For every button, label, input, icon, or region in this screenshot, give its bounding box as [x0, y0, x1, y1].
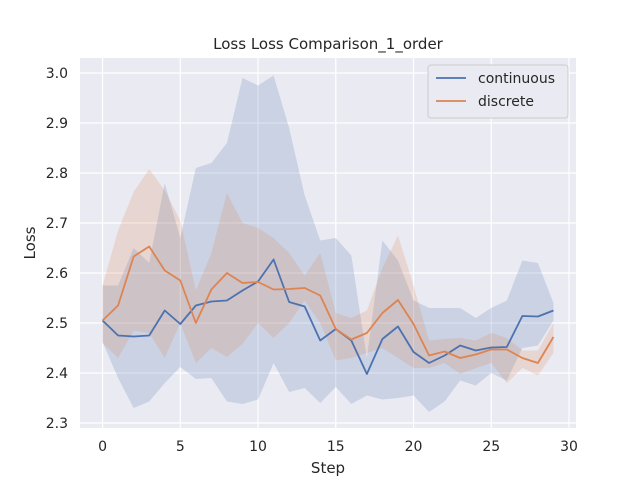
- legend-label-discrete: discrete: [478, 94, 534, 110]
- legend-label-continuous: continuous: [478, 71, 555, 87]
- y-tick-label: 2.8: [46, 166, 68, 182]
- x-tick-label: 30: [560, 439, 578, 455]
- x-tick-label: 5: [176, 439, 185, 455]
- x-axis-label: Step: [311, 459, 345, 477]
- series-line-continuous: [101, 258, 554, 375]
- y-tick-label: 2.4: [46, 366, 68, 382]
- legend: continuous discrete: [427, 64, 569, 119]
- y-tick-label: 3.0: [46, 66, 68, 82]
- x-axis-ticks: 0 5 10 15 20 25 30: [98, 439, 578, 455]
- x-tick-label: 0: [98, 439, 107, 455]
- plot-background: [80, 58, 576, 428]
- y-tick-label: 2.3: [46, 416, 68, 432]
- y-tick-label: 2.6: [46, 266, 68, 282]
- x-tick-label: 10: [249, 439, 267, 455]
- y-tick-label: 2.9: [46, 116, 68, 132]
- y-tick-label: 2.5: [46, 316, 68, 332]
- chart-title: Loss Loss Comparison_1_order: [213, 35, 444, 54]
- y-axis-label: Loss: [21, 226, 39, 259]
- x-tick-label: 20: [405, 439, 423, 455]
- confidence-band-continuous: [102, 75, 554, 412]
- y-axis-ticks: 2.3 2.4 2.5 2.6 2.7 2.8 2.9 3.0: [46, 66, 68, 432]
- series-lines: [101, 245, 555, 375]
- series-line-discrete: [101, 245, 555, 364]
- confidence-band-discrete: [102, 169, 554, 383]
- x-tick-label: 25: [482, 439, 500, 455]
- grid-lines: [80, 58, 576, 428]
- y-tick-label: 2.7: [46, 216, 68, 232]
- confidence-bands: [102, 75, 554, 412]
- x-tick-label: 15: [327, 439, 345, 455]
